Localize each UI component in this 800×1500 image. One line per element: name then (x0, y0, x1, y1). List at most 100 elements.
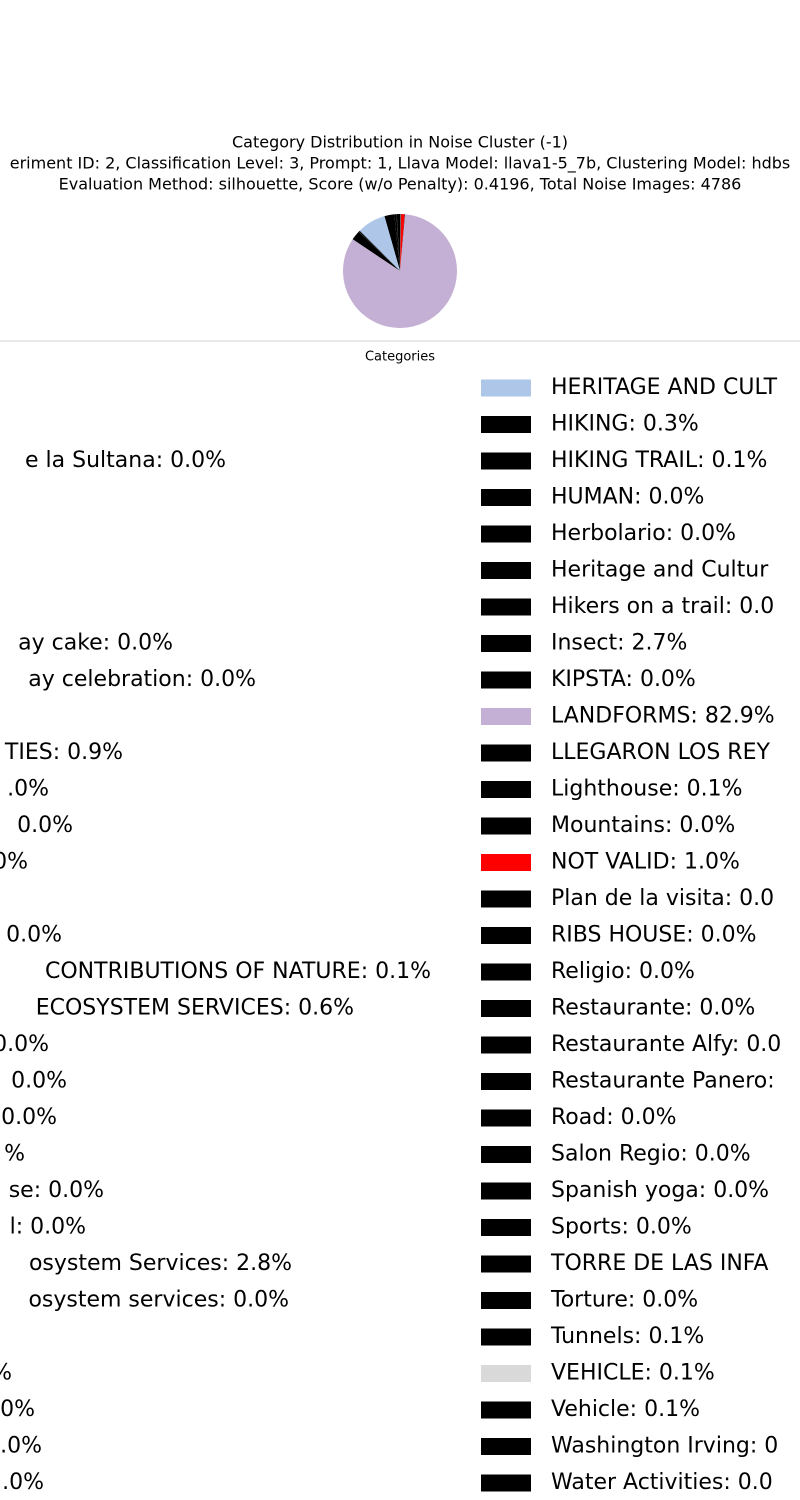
legend-label: HERITAGE AND CULT (551, 375, 778, 400)
legend-swatch (481, 452, 531, 470)
legend-label: Sports: 0.0% (551, 1215, 692, 1240)
pie-slice (394, 214, 400, 271)
pie-slice (400, 214, 401, 271)
legend-swatch (481, 635, 531, 652)
legend-label: Hikers on a trail: 0.0 (551, 594, 774, 619)
legend-swatch (481, 1292, 531, 1309)
legend-swatch (481, 890, 531, 908)
legend-label: 0.0% (17, 813, 73, 838)
legend-label: ay celebration: 0.0% (28, 667, 256, 692)
legend-label: Herbolario: 0.0% (551, 521, 736, 546)
legend-label: HIKING: 0.3% (551, 412, 699, 437)
legend-label: Restaurante: 0.0% (551, 996, 755, 1021)
legend-label: CONTRIBUTIONS OF NATURE: 0.1% (45, 959, 431, 984)
legend-label: Restaurante Panero: (551, 1069, 775, 1094)
legend-swatch (481, 1182, 531, 1200)
legend-swatch (481, 1000, 531, 1017)
legend-swatch (481, 927, 531, 944)
legend-label: KIPSTA: 0.0% (551, 667, 696, 692)
legend-label: TORRE DE LAS INFA (550, 1251, 768, 1276)
legend-label: e la Sultana: 0.0% (25, 448, 226, 473)
legend-label: Road: 0.0% (551, 1105, 677, 1130)
legend-title: Categories (365, 350, 435, 365)
legend-label: Water Activities: 0.0 (551, 1470, 773, 1495)
legend-label: Heritage and Cultur (551, 558, 769, 583)
legend-label: 0.0% (11, 1069, 67, 1094)
legend-label: Torture: 0.0% (550, 1288, 698, 1313)
legend-swatch (481, 708, 531, 725)
legend-label: Insect: 2.7% (551, 631, 687, 656)
legend-swatch (481, 562, 531, 579)
legend-label: Salon Regio: 0.0% (551, 1142, 751, 1167)
legend-label: ay cake: 0.0% (18, 631, 173, 656)
legend-swatch (481, 525, 531, 543)
legend-swatch (481, 781, 531, 798)
legend-swatch (481, 1474, 531, 1492)
legend-label: Tunnels: 0.1% (550, 1324, 704, 1349)
chart-subtitle: eriment ID: 2, Classification Level: 3, … (10, 154, 790, 174)
legend-label: VEHICLE: 0.1% (551, 1361, 715, 1386)
legend-label: Vehicle: 0.1% (551, 1397, 700, 1422)
legend-label: Plan de la visita: 0.0 (551, 886, 774, 911)
legend-label: 0.0% (1, 1105, 57, 1130)
legend-label: 0.0% (0, 1032, 49, 1057)
legend-label: se: 0.0% (9, 1178, 104, 1203)
pie-slice (358, 230, 400, 271)
legend-label: osystem services: 0.0% (28, 1288, 289, 1313)
legend-swatch (481, 1073, 531, 1090)
legend-swatch (481, 598, 531, 616)
legend-swatch (481, 416, 531, 433)
legend-label: ECOSYSTEM SERVICES: 0.6% (36, 996, 354, 1021)
legend-label: 0.0% (6, 923, 62, 948)
legend-swatch (481, 1328, 531, 1346)
pie-slice (343, 214, 457, 328)
legend-swatch (481, 1109, 531, 1127)
legend-label: osystem Services: 2.8% (29, 1251, 292, 1276)
legend-label: LANDFORMS: 82.9% (551, 704, 775, 729)
legend-swatch (481, 1438, 531, 1455)
legend-label: l: 0.0% (10, 1215, 86, 1240)
legend-label: LLEGARON LOS REY (551, 740, 770, 765)
pie-slice (396, 214, 400, 271)
legend-label: Lighthouse: 0.1% (551, 777, 743, 802)
legend-label: .0% (2, 1470, 44, 1495)
legend-label: Spanish yoga: 0.0% (551, 1178, 769, 1203)
legend-label: % (4, 1142, 25, 1167)
legend-label: 0% (0, 1397, 35, 1422)
legend-label: .0% (7, 777, 49, 802)
pie-slice (359, 216, 400, 271)
legend-swatch (481, 1036, 531, 1054)
legend-swatch (481, 671, 531, 689)
pie-slice (358, 231, 400, 271)
legend-swatch (481, 854, 531, 871)
legend-label: Washington Irving: 0 (551, 1434, 778, 1459)
pie-slice (400, 214, 406, 271)
legend-label: RIBS HOUSE: 0.0% (551, 923, 757, 948)
legend-label: 0% (0, 850, 28, 875)
chart-title: Category Distribution in Noise Cluster (… (232, 133, 568, 152)
legend-swatch (481, 1365, 531, 1382)
legend-label: NOT VALID: 1.0% (551, 850, 740, 875)
legend-swatch (481, 1219, 531, 1236)
legend-label: HUMAN: 0.0% (551, 485, 704, 510)
legend-label: 0.0% (0, 1434, 42, 1459)
legend-label: HIKING TRAIL: 0.1% (551, 448, 767, 473)
legend-label: Restaurante Alfy: 0.0 (551, 1032, 781, 1057)
legend-swatch (481, 963, 531, 981)
legend-label: TIES: 0.9% (4, 740, 123, 765)
pie-slice (384, 214, 400, 271)
legend-swatch (481, 744, 531, 762)
pie-slice (396, 214, 400, 271)
legend-swatch (481, 489, 531, 506)
legend-swatch (481, 817, 531, 835)
legend-label: Religio: 0.0% (551, 959, 695, 984)
chart-subtitle: Evaluation Method: silhouette, Score (w/… (59, 175, 742, 194)
legend-swatch (481, 379, 531, 397)
legend-swatch (481, 1255, 531, 1273)
legend-swatch (481, 1401, 531, 1419)
legend-label: % (0, 1361, 12, 1386)
pie-slice (400, 214, 402, 271)
pie-slice (400, 214, 405, 271)
